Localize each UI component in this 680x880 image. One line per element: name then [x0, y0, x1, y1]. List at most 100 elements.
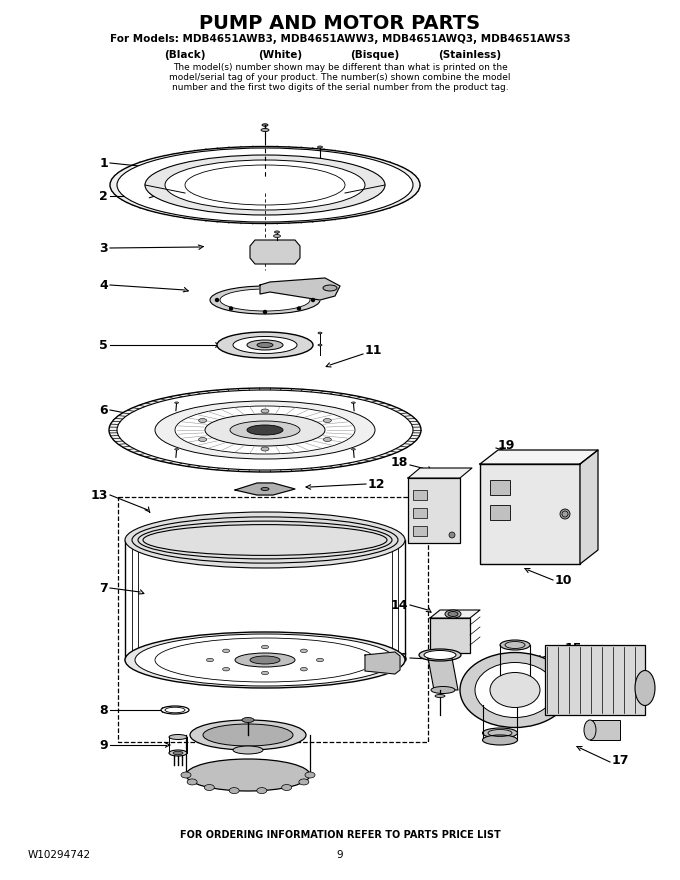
Polygon shape — [365, 652, 400, 674]
Ellipse shape — [169, 735, 187, 739]
Ellipse shape — [210, 286, 320, 314]
Ellipse shape — [262, 645, 269, 649]
Ellipse shape — [155, 401, 375, 459]
Text: (Stainless): (Stainless) — [439, 50, 502, 60]
Ellipse shape — [222, 649, 230, 653]
Ellipse shape — [261, 488, 269, 490]
Ellipse shape — [220, 289, 310, 311]
Bar — [430, 618, 470, 653]
Bar — [118, 497, 428, 742]
Ellipse shape — [187, 779, 197, 785]
Ellipse shape — [205, 414, 325, 446]
Ellipse shape — [190, 720, 306, 750]
Ellipse shape — [199, 437, 207, 442]
Text: (Black): (Black) — [165, 50, 206, 60]
Polygon shape — [580, 450, 598, 564]
Circle shape — [560, 509, 570, 519]
Text: (White): (White) — [258, 50, 302, 60]
Ellipse shape — [483, 735, 517, 745]
Ellipse shape — [301, 667, 307, 671]
Circle shape — [216, 298, 218, 302]
Ellipse shape — [445, 610, 461, 618]
Ellipse shape — [181, 772, 191, 778]
Ellipse shape — [161, 706, 189, 714]
Ellipse shape — [207, 658, 214, 662]
Ellipse shape — [199, 419, 207, 422]
Text: For Models: MDB4651AWB3, MDB4651AWW3, MDB4651AWQ3, MDB4651AWS3: For Models: MDB4651AWB3, MDB4651AWW3, MD… — [109, 34, 571, 44]
Ellipse shape — [235, 653, 295, 667]
Polygon shape — [250, 240, 300, 264]
Text: number and the first two digits of the serial number from the product tag.: number and the first two digits of the s… — [171, 83, 509, 92]
Ellipse shape — [483, 728, 517, 738]
Text: 15: 15 — [565, 642, 583, 655]
Ellipse shape — [110, 146, 420, 224]
Ellipse shape — [175, 402, 179, 403]
Ellipse shape — [229, 788, 239, 794]
Text: 17: 17 — [612, 753, 630, 766]
Bar — [413, 526, 427, 536]
Ellipse shape — [261, 447, 269, 451]
Text: 14: 14 — [390, 598, 408, 612]
Bar — [413, 508, 427, 518]
Ellipse shape — [135, 634, 395, 686]
Bar — [590, 720, 620, 740]
Text: The model(s) number shown may be different than what is printed on the: The model(s) number shown may be differe… — [173, 63, 507, 72]
Circle shape — [311, 298, 314, 302]
Ellipse shape — [257, 788, 267, 794]
Polygon shape — [260, 278, 340, 300]
Ellipse shape — [273, 234, 280, 238]
Polygon shape — [235, 483, 295, 495]
Ellipse shape — [242, 717, 254, 722]
Ellipse shape — [448, 612, 458, 617]
Ellipse shape — [275, 231, 279, 233]
Ellipse shape — [109, 388, 421, 472]
Ellipse shape — [169, 750, 187, 756]
Text: 1: 1 — [99, 157, 108, 170]
Ellipse shape — [261, 409, 269, 413]
Ellipse shape — [419, 649, 461, 661]
Ellipse shape — [233, 336, 297, 354]
Text: (Bisque): (Bisque) — [350, 50, 400, 60]
Text: 19: 19 — [498, 438, 515, 451]
Bar — [408, 478, 460, 543]
Ellipse shape — [233, 746, 263, 754]
Ellipse shape — [475, 663, 555, 717]
Ellipse shape — [145, 155, 385, 215]
Ellipse shape — [250, 656, 280, 664]
Ellipse shape — [262, 124, 268, 126]
Ellipse shape — [175, 406, 355, 454]
Text: 12: 12 — [368, 478, 386, 490]
Text: 16: 16 — [390, 651, 408, 664]
Text: 10: 10 — [555, 574, 573, 586]
Ellipse shape — [261, 128, 269, 131]
Ellipse shape — [318, 344, 322, 346]
Ellipse shape — [305, 772, 315, 778]
Text: model/serial tag of your product. The number(s) shown combine the model: model/serial tag of your product. The nu… — [169, 73, 511, 82]
Bar — [490, 505, 510, 520]
Ellipse shape — [125, 632, 405, 688]
Text: 8: 8 — [99, 703, 108, 716]
Ellipse shape — [301, 649, 307, 653]
Ellipse shape — [324, 419, 331, 422]
Text: 2: 2 — [99, 189, 108, 202]
Text: 6: 6 — [99, 404, 108, 416]
Ellipse shape — [247, 340, 283, 350]
Ellipse shape — [247, 425, 283, 435]
Text: FOR ORDERING INFORMATION REFER TO PARTS PRICE LIST: FOR ORDERING INFORMATION REFER TO PARTS … — [180, 830, 500, 840]
Ellipse shape — [282, 784, 292, 790]
Bar — [480, 464, 580, 564]
Ellipse shape — [230, 421, 300, 439]
Text: 3: 3 — [99, 241, 108, 254]
Ellipse shape — [125, 512, 405, 568]
Circle shape — [264, 311, 267, 313]
Ellipse shape — [117, 390, 413, 470]
Ellipse shape — [323, 285, 337, 291]
Text: 9: 9 — [99, 738, 108, 752]
Ellipse shape — [431, 686, 455, 693]
Ellipse shape — [460, 652, 570, 728]
Ellipse shape — [299, 779, 309, 785]
Text: 18: 18 — [390, 456, 408, 468]
Text: 7: 7 — [99, 582, 108, 595]
Text: 13: 13 — [90, 488, 108, 502]
Text: 5: 5 — [99, 339, 108, 351]
